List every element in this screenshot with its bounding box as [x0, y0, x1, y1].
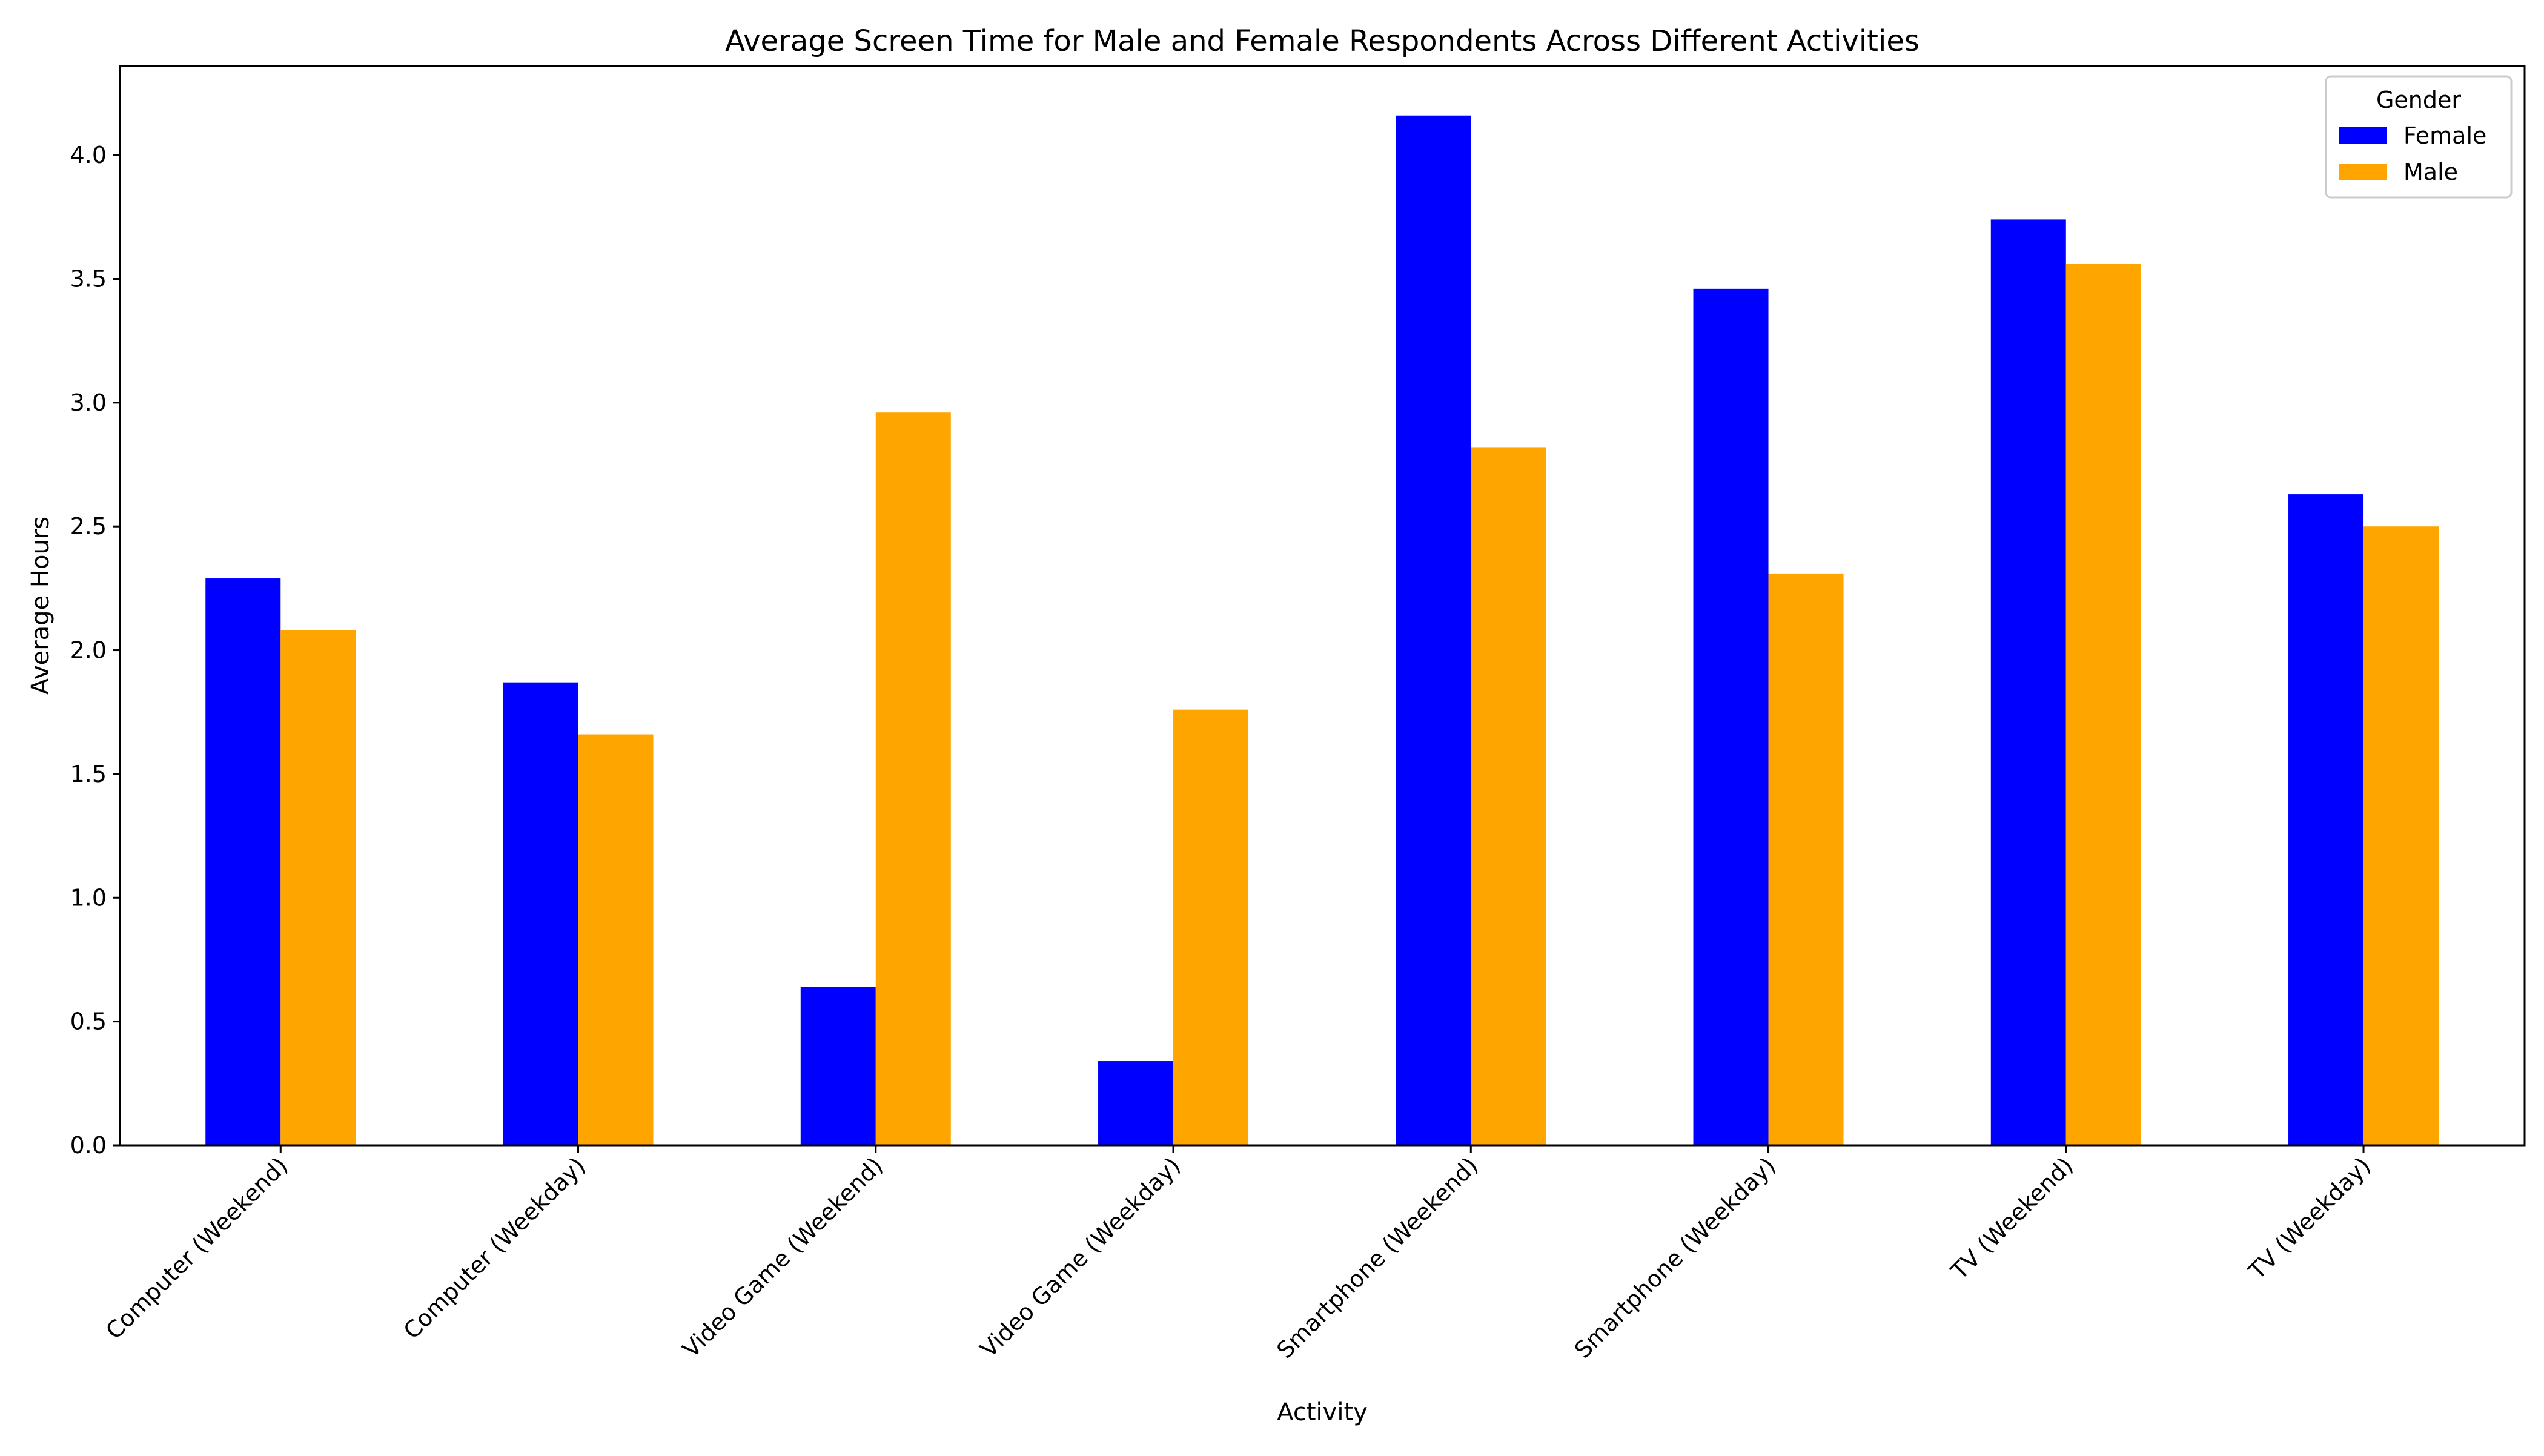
x-tick-label: Video Game (Weekend) — [677, 1152, 888, 1363]
plot-area-frame — [119, 65, 2526, 1147]
y-tick-label: 3.0 — [70, 389, 107, 416]
y-tick-label: 2.5 — [70, 513, 107, 540]
bar-female-0 — [205, 578, 281, 1145]
bar-female-5 — [1693, 288, 1769, 1146]
legend-title: Gender — [2376, 87, 2461, 113]
bar-female-3 — [1098, 1061, 1174, 1145]
x-tick-label: Computer (Weekend) — [101, 1152, 293, 1344]
x-tick-label: Computer (Weekday) — [399, 1152, 591, 1344]
x-axis: Computer (Weekend) Computer (Weekday) Vide… — [101, 1145, 2376, 1364]
y-tick-label: 0.5 — [70, 1008, 107, 1035]
bar-male-5 — [1768, 573, 1844, 1145]
bar-male-0 — [280, 630, 356, 1145]
x-tick-label: Smartphone (Weekday) — [1569, 1152, 1781, 1363]
x-tick-label: Video Game (Weekday) — [975, 1152, 1185, 1362]
x-tick-label: TV (Weekday) — [2243, 1152, 2376, 1285]
bar-male-3 — [1173, 709, 1249, 1145]
legend-items: Female Male — [2339, 122, 2486, 185]
legend-swatch-female — [2339, 127, 2387, 144]
y-axis-label: Average Hours — [27, 517, 55, 695]
bar-female-4 — [1396, 115, 1471, 1145]
chart-title: Average Screen Time for Male and Female … — [725, 24, 1920, 58]
bar-male-1 — [578, 734, 654, 1145]
y-tick-label: 1.5 — [70, 761, 107, 787]
x-axis-label: Activity — [1277, 1398, 1368, 1426]
bar-male-2 — [875, 412, 951, 1145]
y-axis: 0.0 0.5 1.0 1.5 2.0 2.5 3.0 3.5 4.0 — [70, 142, 120, 1159]
bar-female-1 — [503, 682, 578, 1145]
bar-male-7 — [2363, 526, 2439, 1145]
bar-female-2 — [800, 987, 876, 1145]
y-tick-label: 1.0 — [70, 884, 107, 911]
bar-male-4 — [1471, 447, 1546, 1145]
x-tick-label: Smartphone (Weekend) — [1271, 1152, 1483, 1363]
bar-male-6 — [2065, 263, 2141, 1146]
legend-label-male: Male — [2403, 159, 2458, 185]
legend-label-female: Female — [2403, 122, 2486, 149]
bar-female-6 — [1990, 219, 2066, 1145]
y-tick-label: 2.0 — [70, 637, 107, 664]
bar-female-7 — [2288, 494, 2364, 1145]
y-tick-label: 0.0 — [70, 1132, 107, 1159]
y-tick-label: 3.5 — [70, 265, 107, 292]
legend: Gender Female Male — [2325, 75, 2513, 199]
y-tick-label: 4.0 — [70, 142, 107, 168]
legend-swatch-male — [2339, 164, 2387, 180]
x-tick-label: TV (Weekend) — [1946, 1152, 2078, 1285]
bars-layer — [205, 115, 2439, 1146]
